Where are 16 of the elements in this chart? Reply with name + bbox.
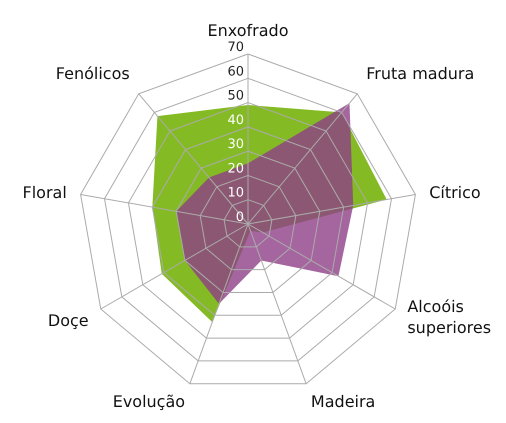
spoke-label: Fenólicos [56, 64, 130, 84]
spoke-label: Evolução [112, 392, 186, 411]
y-tick-label: 30 [227, 137, 244, 152]
spoke-label: Enxofrado [208, 21, 288, 40]
y-tick-label: 40 [227, 112, 244, 128]
y-tick-label: 0 [236, 210, 244, 225]
spoke-label: Floral [22, 183, 67, 202]
y-tick-label: 50 [227, 88, 244, 104]
y-tick-label: 70 [227, 40, 244, 55]
spoke-label: Cítrico [429, 183, 481, 202]
y-tick-label: 10 [227, 186, 244, 201]
spoke-label: Doçe [48, 311, 89, 330]
spoke-label: Fruta madura [366, 64, 474, 84]
spoke-label: Madeira [310, 392, 376, 411]
y-tick-label: 60 [227, 64, 244, 80]
spoke-label: Alcoóis superiores [407, 297, 492, 337]
